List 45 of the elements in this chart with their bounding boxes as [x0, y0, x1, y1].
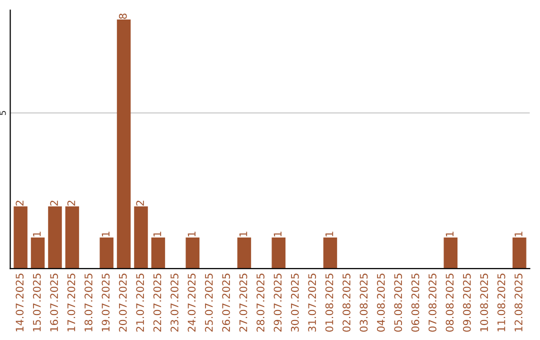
- x-tick-label: 23.07.2025: [170, 274, 178, 332]
- x-tick-label: 28.07.2025: [256, 274, 264, 332]
- data-label: 1: [514, 232, 522, 236]
- data-label: 2: [136, 200, 144, 206]
- x-tick-label: 08.08.2025: [446, 274, 454, 332]
- x-tick-label: 12.08.2025: [514, 274, 522, 332]
- x-tick-label: 21.07.2025: [136, 274, 144, 332]
- x-tick-label: 29.07.2025: [274, 274, 282, 332]
- x-tick-label: 11.08.2025: [497, 274, 506, 332]
- x-tick-label: 01.08.2025: [325, 274, 334, 332]
- data-label: 2: [67, 200, 76, 206]
- x-tick-label: 02.08.2025: [342, 274, 350, 332]
- data-label: 1: [102, 232, 110, 236]
- x-tick-label: 31.07.2025: [308, 274, 316, 332]
- x-tick-label: 26.07.2025: [222, 274, 230, 332]
- x-tick-label: 24.07.2025: [188, 274, 196, 332]
- x-tick-label: 10.08.2025: [480, 274, 488, 332]
- x-tick-label: 16.07.2025: [50, 274, 58, 332]
- data-label: 2: [16, 200, 24, 206]
- x-tick-label: 19.07.2025: [102, 274, 110, 332]
- x-tick-label: 20.07.2025: [118, 274, 127, 332]
- x-tick-label: 15.07.2025: [32, 274, 41, 332]
- x-tick-label: 06.08.2025: [411, 274, 420, 332]
- data-label: 1: [325, 232, 334, 236]
- x-tick-label: 18.07.2025: [84, 274, 92, 332]
- data-label: 1: [153, 232, 162, 236]
- x-tick-label: 27.07.2025: [239, 274, 248, 332]
- data-label: 1: [239, 232, 248, 236]
- data-label: 1: [446, 232, 454, 236]
- x-tick-label: 09.08.2025: [462, 274, 471, 332]
- x-tick-label: 03.08.2025: [360, 274, 368, 332]
- x-tick-label: 14.07.2025: [16, 274, 24, 332]
- x-tick-label: 07.08.2025: [428, 274, 436, 332]
- data-label: 1: [188, 232, 196, 236]
- data-label: 1: [274, 232, 282, 236]
- x-tick-label: 05.08.2025: [394, 274, 402, 332]
- y-tick-label: 5: [0, 111, 6, 115]
- x-tick-label: 22.07.2025: [153, 274, 162, 332]
- x-tick-label: 04.08.2025: [376, 274, 385, 332]
- data-label: 1: [33, 232, 41, 236]
- data-label: 2: [50, 200, 58, 206]
- x-tick-label: 25.07.2025: [204, 274, 213, 332]
- x-tick-label: 17.07.2025: [67, 274, 76, 332]
- x-tick-label: 30.07.2025: [290, 274, 299, 332]
- data-label: 8: [118, 14, 127, 19]
